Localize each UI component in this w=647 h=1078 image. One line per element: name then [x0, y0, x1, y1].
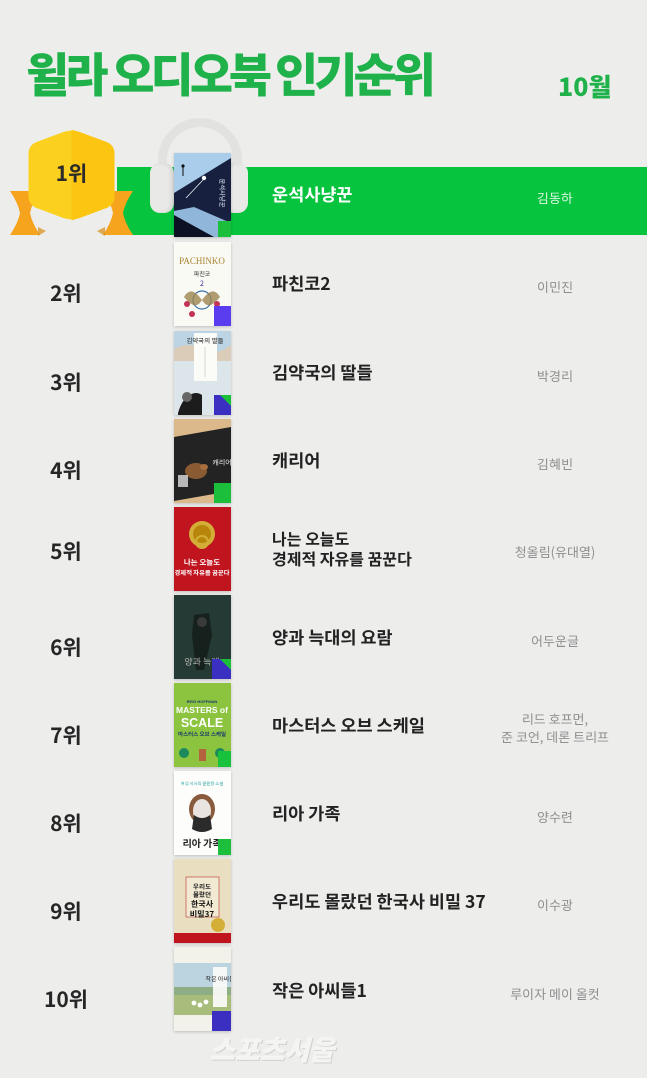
svg-text:2: 2 — [200, 279, 204, 289]
svg-text:PACHINKO: PACHINKO — [179, 256, 225, 266]
svg-text:김약국의 딸들: 김약국의 딸들 — [186, 335, 223, 345]
svg-text:작은 아씨들: 작은 아씨들 — [206, 974, 231, 983]
svg-text:운석사냥꾼: 운석사냥꾼 — [218, 179, 227, 208]
svg-text:나는 오늘도: 나는 오늘도 — [184, 557, 220, 568]
svg-text:비밀37: 비밀37 — [190, 909, 214, 920]
svg-text:MASTERS of: MASTERS of — [176, 705, 228, 715]
svg-text:파친코: 파친코 — [194, 269, 211, 278]
svg-text:여성 서사의 끝판왕 소설: 여성 서사의 끝판왕 소설 — [181, 781, 223, 787]
svg-text:SCALE: SCALE — [181, 716, 223, 730]
svg-text:몰랐던: 몰랐던 — [193, 889, 211, 899]
svg-text:경제적 자유를 꿈꾼다: 경제적 자유를 꿈꾼다 — [175, 568, 230, 577]
svg-text:리아 가족: 리아 가족 — [182, 835, 221, 850]
svg-text:마스터스 오브 스케일: 마스터스 오브 스케일 — [178, 730, 226, 738]
svg-text:REID HOFFMAN: REID HOFFMAN — [187, 699, 218, 704]
svg-text:캐리어: 캐리어 — [212, 458, 231, 468]
svg-text:1위: 1위 — [56, 158, 88, 188]
